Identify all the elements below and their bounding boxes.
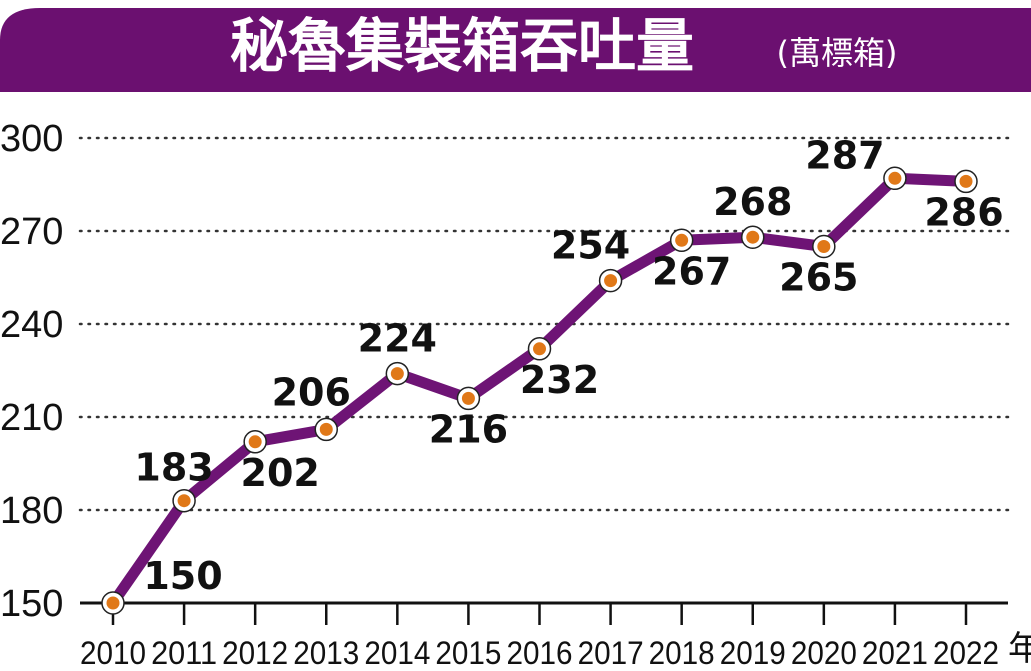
- markers: [101, 166, 978, 615]
- data-label: 150: [143, 554, 222, 598]
- data-point-dot: [817, 240, 831, 253]
- chart-unit: (萬標箱): [777, 34, 898, 72]
- data-label: 224: [358, 317, 437, 361]
- data-point-dot: [675, 233, 689, 247]
- y-tick-labels: 150 180 210 240 270 300: [0, 118, 63, 625]
- chart-title: 秘魯集裝箱吞吐量: [230, 12, 694, 80]
- data-point: [243, 430, 267, 454]
- y-tick-label: 150: [0, 583, 63, 625]
- y-tick-label: 180: [0, 490, 63, 532]
- x-tick-label: 2016: [507, 635, 573, 671]
- data-point-dot: [533, 342, 546, 356]
- data-point: [456, 386, 481, 411]
- data-label: 254: [551, 224, 630, 268]
- data-point: [385, 361, 410, 386]
- x-tick-labels: 2010 2011 2012 2013 2014 2015 2016 2017 2018 2019…: [80, 630, 1031, 671]
- y-tick-label: 270: [0, 211, 63, 253]
- data-label: 268: [713, 180, 792, 224]
- title-banner-shape: [0, 8, 1031, 92]
- x-axis-suffix: 年: [1008, 630, 1031, 668]
- x-tick-label: 2017: [578, 635, 644, 671]
- title-banner: 秘魯集裝箱吞吐量 (萬標箱): [0, 8, 1031, 92]
- data-point: [954, 169, 978, 194]
- data-point-dot: [177, 494, 191, 508]
- data-label: 183: [134, 446, 213, 490]
- data-point: [101, 591, 125, 615]
- data-point-dot: [604, 274, 618, 288]
- data-point-dot: [390, 367, 404, 381]
- data-point-dot: [106, 596, 120, 610]
- data-label: 216: [429, 407, 508, 451]
- data-point: [883, 166, 907, 191]
- data-point-dot: [746, 230, 760, 244]
- y-tick-label: 210: [0, 397, 63, 439]
- data-point-dot: [319, 422, 333, 436]
- x-tick-label: 2021: [862, 635, 928, 671]
- data-label: 206: [272, 370, 351, 414]
- y-tick-label: 240: [0, 304, 63, 346]
- data-point: [527, 337, 552, 361]
- data-point-dot: [959, 174, 973, 188]
- x-tick-label: 2012: [222, 635, 288, 671]
- x-tick-label: 2011: [151, 635, 217, 671]
- data-label: 286: [924, 190, 1003, 234]
- data-label: 202: [241, 451, 320, 495]
- gridlines: [78, 136, 1010, 512]
- data-label: 232: [520, 358, 599, 402]
- x-tick-label: 2019: [720, 635, 786, 671]
- x-tick-label: 2018: [649, 635, 715, 671]
- data-point: [598, 268, 623, 293]
- data-point: [669, 228, 694, 253]
- x-tick-label: 2014: [364, 635, 430, 671]
- data-point: [314, 417, 338, 442]
- x-tick-label: 2015: [435, 635, 501, 671]
- data-point: [812, 234, 836, 259]
- x-tick-label: 2022: [933, 635, 999, 671]
- data-label: 267: [652, 249, 731, 293]
- x-tick-label: 2010: [80, 635, 146, 671]
- y-tick-label: 300: [0, 118, 63, 160]
- data-label: 287: [805, 133, 884, 177]
- x-tick-label: 2013: [293, 635, 359, 671]
- axes: [80, 601, 1008, 625]
- data-point-dot: [461, 391, 475, 405]
- data-point: [172, 488, 196, 513]
- data-label: 265: [779, 256, 858, 300]
- data-point-dot: [248, 435, 262, 449]
- x-tick-label: 2020: [791, 635, 857, 671]
- data-point-dot: [888, 171, 902, 185]
- data-point: [741, 225, 765, 249]
